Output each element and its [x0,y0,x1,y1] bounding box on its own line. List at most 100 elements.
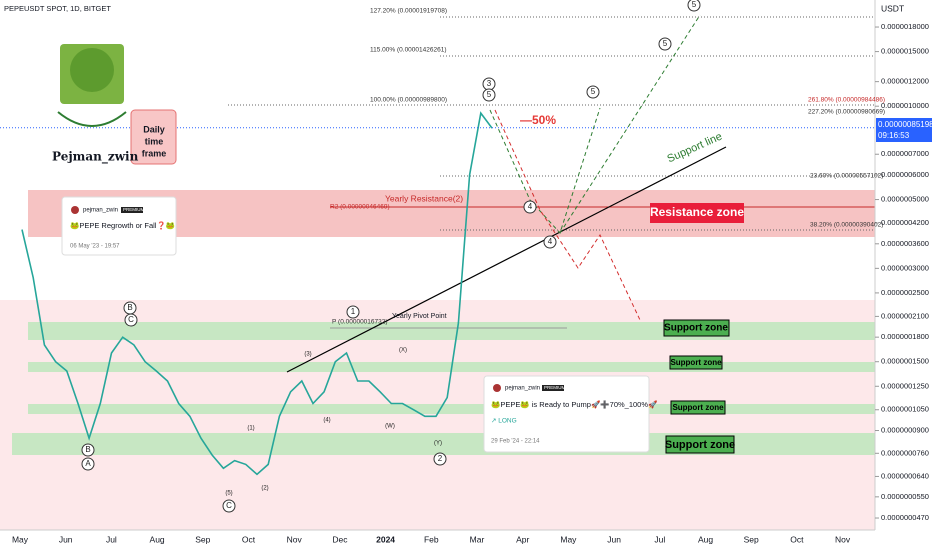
r2-label: R2 (0.00000046469) [330,204,390,211]
wave-label: 5 [591,87,596,96]
x-tick-label: Aug [150,534,165,544]
y-tick-label: 0.0000000470 [881,513,929,522]
pivot-label: P (0.00000016732) [332,319,388,326]
fib-label: 115.00% (0.00001426261) [370,47,447,54]
x-tick-label: Apr [516,534,529,544]
price-line [21,111,493,476]
wave-label: (X) [399,348,407,354]
idea-date: 29 Feb '24 - 22:14 [491,439,540,445]
y-tick-label: 0.0000001050 [881,405,929,414]
price-tag [876,118,932,142]
x-tick-label: Feb [424,534,439,544]
wave-label: 5 [692,0,697,9]
wave-circle [81,443,95,457]
wave-label: 5 [487,90,492,99]
wave-label: (4) [323,418,330,424]
wave-label: C [226,501,232,510]
wave-label: 5 [663,39,668,48]
y-tick-label: 0.0000000900 [881,426,929,435]
wave-label: (Y) [434,441,442,447]
x-tick-label: Mar [470,534,485,544]
price-label: 0.0000008519879 [878,120,932,129]
wave-circle [586,85,600,99]
x-tick-label: May [12,534,29,544]
idea-title: 🐸PEPE🐸 is Ready to Pump🚀➕70%_100%🚀 [491,400,658,409]
timeframe: time [145,136,164,146]
fib-label: 227.20% (0.00000980669) [808,109,885,116]
wave-circle [658,37,672,51]
wave-label: 4 [548,237,553,246]
x-tick-label: Nov [287,534,303,544]
logo [57,44,177,165]
time-axis [0,530,932,550]
x-tick-label: Dec [332,534,348,544]
y-tick-label: 0.0000002500 [881,288,929,297]
support-line [286,146,727,373]
support-box [670,400,726,415]
x-tick-label: Oct [790,534,804,544]
idea-badge: PREMIUM [123,207,145,212]
projections [489,14,701,321]
fib-label: 38.20% (0.00000390402) [810,222,883,229]
support-zone-label: Support zone [670,358,722,367]
x-tick-label: 2024 [376,534,395,544]
support-box [663,319,730,337]
chart-title: PEPEUSDT SPOT, 1D, BITGET [4,4,111,13]
wave-label: A [85,459,91,468]
wave-label: (2) [261,486,268,492]
x-tick-label: May [560,534,577,544]
y-tick-label: 0.0000003000 [881,263,929,272]
x-tick-label: Sep [195,534,210,544]
support-box [669,355,723,370]
wave-label: (1) [247,426,254,432]
support-band [28,322,875,340]
resistance-zone-label: Resistance zone [650,205,744,219]
y-tick-label: 0.0000004200 [881,218,929,227]
fib-label: 23.60% (0.00000557102) [810,173,883,180]
wave-label: 4 [528,202,533,211]
wave-label: (5) [225,491,232,497]
y-tick-label: 0.0000000550 [881,492,929,501]
y-tick-label: 0.0000002100 [881,311,929,320]
fib-lines [228,16,875,231]
idea-card[interactable]: pejman_zwin PREMIUM 🐸PEPE🐸 is Ready to P… [483,375,658,453]
wave-label: (3) [304,352,311,358]
y-tick-label: 0.0000007000 [881,149,929,158]
resistance-label: Yearly Resistance(2) [385,193,463,203]
x-tick-label: Jun [59,534,73,544]
countdown: 09:16:53 [878,131,910,140]
y-tick-label: 0.0000001250 [881,381,929,390]
y-tick-label: 0.0000006000 [881,170,929,179]
y-tick-label: 0.0000005000 [881,195,929,204]
idea-badge: PREMIUM [544,385,566,390]
wave-label: 2 [438,454,443,463]
idea-user: pejman_zwin [505,386,540,392]
wave-circle [482,88,496,102]
wave-circle [346,305,360,319]
fib-label: 100.00% (0.00000989800) [370,97,447,104]
wave-label: (W) [385,424,395,430]
wave-label: B [85,445,90,454]
wave-circle [543,235,557,249]
y-tick-label: 0.0000010000 [881,101,929,110]
wave-label: C [128,315,134,324]
support-zone-label: Support zone [664,323,728,334]
wave-circle [222,499,236,513]
timeframe: frame [142,148,167,158]
x-tick-label: Nov [835,534,851,544]
x-tick-label: Aug [698,534,713,544]
idea-card[interactable]: pejman_zwin PREMIUM 🐸PEPE Regrowth or Fa… [61,196,177,256]
y-tick-label: 0.0000003600 [881,239,929,248]
x-tick-label: Sep [744,534,759,544]
wave-circle [523,200,537,214]
marks-layer [0,111,875,476]
idea-tag: ↗ LONG [491,418,517,425]
y-tick-label: 0.0000000760 [881,448,929,457]
support-band [28,404,875,414]
idea-date: 06 May '23 - 19:57 [70,244,120,250]
support-zone-label: Support zone [665,439,735,451]
y-tick-label: 0.0000001500 [881,357,929,366]
x-tick-label: Jun [607,534,621,544]
wave-circle [124,313,138,327]
